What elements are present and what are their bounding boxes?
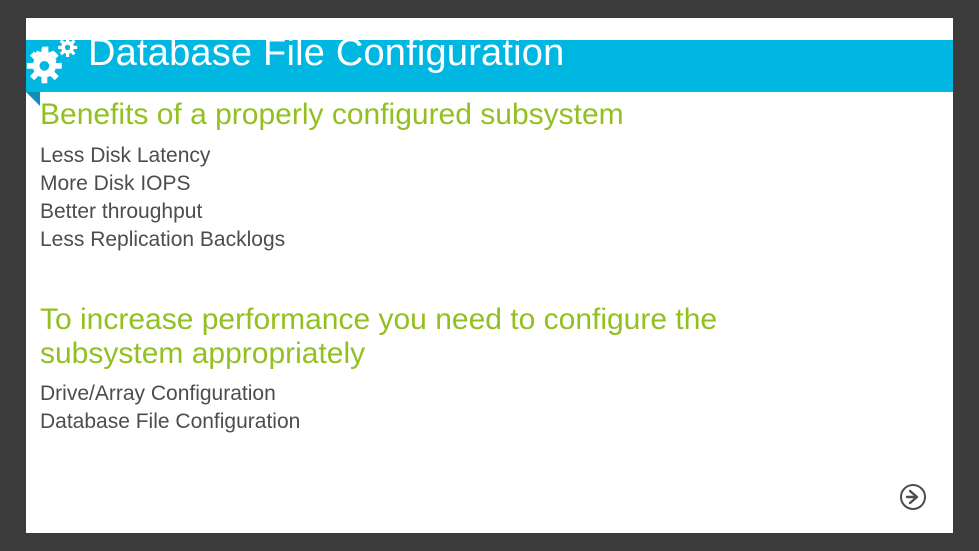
subheading-benefits: Benefits of a properly configured subsys… <box>40 98 624 132</box>
ribbon-fold <box>26 92 40 106</box>
bullet-item: Less Disk Latency <box>40 142 285 170</box>
slide-title: Database File Configuration <box>88 32 564 75</box>
bullet-item: More Disk IOPS <box>40 170 285 198</box>
bullet-item: Better throughput <box>40 198 285 226</box>
bullet-item: Less Replication Backlogs <box>40 226 285 254</box>
bullet-item: Database File Configuration <box>40 408 300 436</box>
bullet-group-2: Drive/Array Configuration Database File … <box>40 380 300 436</box>
bullet-item: Drive/Array Configuration <box>40 380 300 408</box>
arrow-right-circle-icon <box>899 483 927 511</box>
bullet-group-1: Less Disk Latency More Disk IOPS Better … <box>40 142 285 254</box>
gears-icon <box>26 30 86 92</box>
subheading-increase-performance: To increase performance you need to conf… <box>40 303 800 370</box>
slide: Database File Configuration Benefits of … <box>26 18 953 533</box>
next-slide-button[interactable] <box>899 483 927 511</box>
